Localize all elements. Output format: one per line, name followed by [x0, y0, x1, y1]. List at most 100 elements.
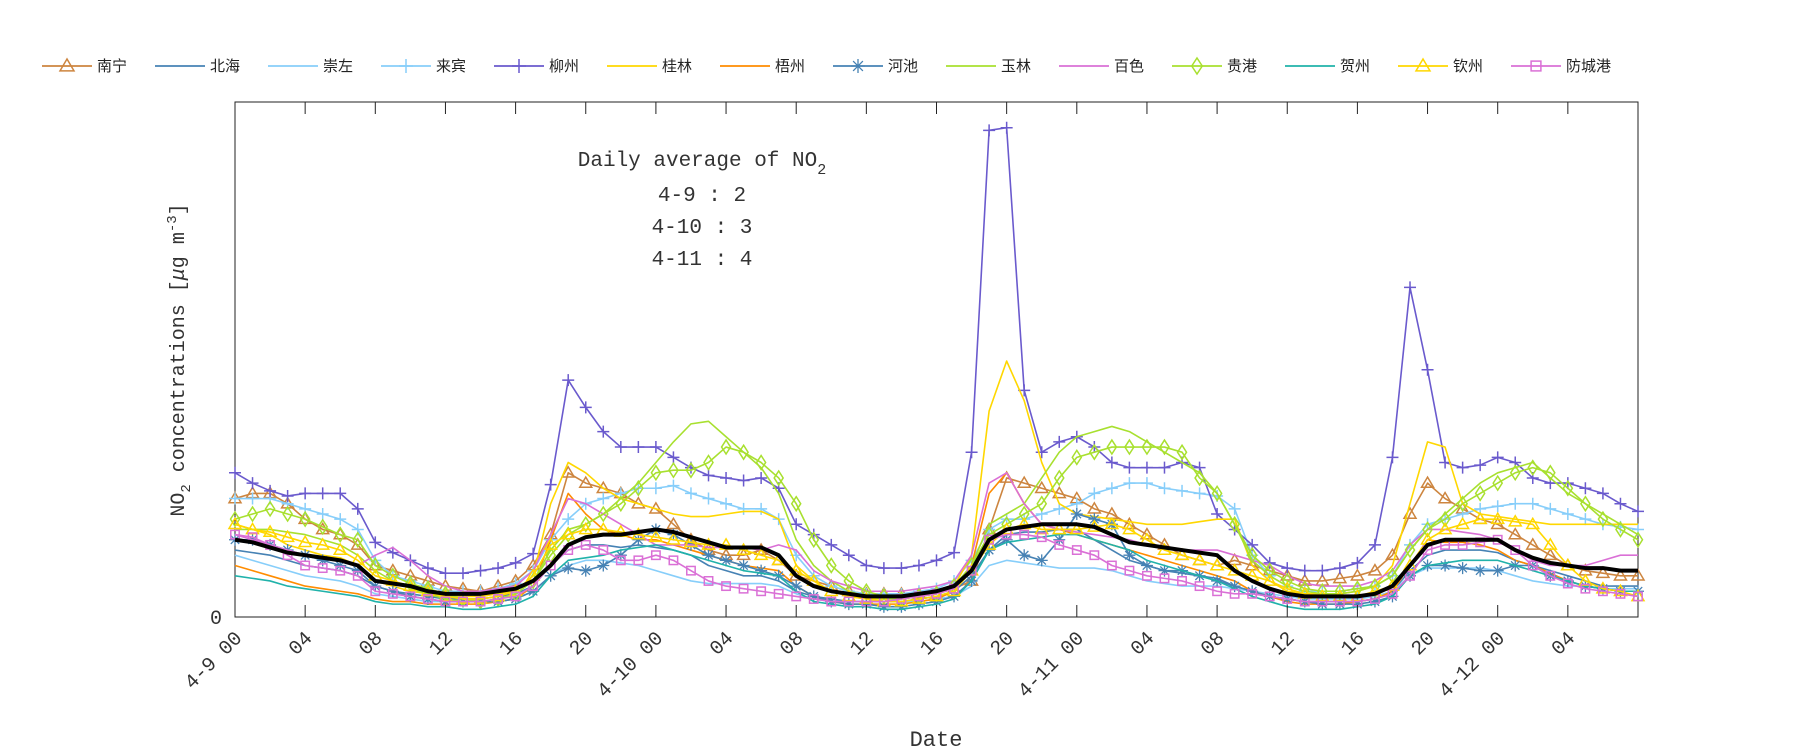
diamond-marker [1422, 521, 1433, 538]
asterisk-marker [842, 598, 855, 611]
diamond-marker [1036, 495, 1048, 513]
triangle-marker [1613, 568, 1628, 581]
square-marker [458, 596, 468, 607]
legend-label: 防城港 [1566, 57, 1611, 75]
x-tick-label: 12 [846, 628, 879, 661]
triangle-marker [578, 475, 594, 489]
plus-marker [614, 441, 627, 454]
plus-marker [790, 518, 803, 531]
asterisk-marker [877, 600, 890, 613]
plus-marker [1140, 461, 1153, 474]
legend-item: 防城港 [1511, 57, 1611, 75]
diamond-marker [668, 461, 679, 479]
triangle-marker [1437, 521, 1453, 535]
plus-marker [562, 513, 575, 526]
triangle-marker [1525, 537, 1541, 550]
plus-marker [1491, 451, 1504, 464]
diamond-marker [878, 588, 890, 605]
diamond-marker [1492, 474, 1504, 492]
square-marker [1615, 588, 1626, 599]
plus-marker [509, 556, 522, 569]
diamond-marker [282, 505, 294, 523]
plus-marker [702, 469, 715, 482]
plus-marker [825, 538, 838, 551]
plus-marker [1632, 505, 1644, 518]
legend-item: 来宾 [381, 57, 466, 75]
x-tick-label: 16 [1337, 628, 1370, 661]
plus-marker [1088, 487, 1101, 500]
plus-marker [877, 562, 890, 575]
triangle-marker [1122, 516, 1137, 530]
square-marker [1177, 576, 1187, 586]
diamond-marker [1176, 443, 1188, 461]
diamond-marker [1632, 531, 1644, 549]
triangle-marker [1016, 475, 1032, 489]
plus-marker [334, 513, 347, 526]
asterisk-marker [851, 59, 865, 73]
asterisk-marker [632, 533, 645, 546]
plus-marker [299, 487, 312, 500]
square-marker [1142, 570, 1152, 581]
plus-marker [1368, 538, 1381, 551]
asterisk-marker [509, 592, 522, 605]
diamond-marker [1190, 56, 1204, 76]
legend-item: 南宁 [42, 57, 127, 75]
legend-label: 梧州 [775, 57, 805, 75]
diamond-marker [1597, 510, 1609, 528]
asterisk-marker [1088, 513, 1101, 526]
triangle-marker [1437, 491, 1453, 504]
diamond-marker [1562, 479, 1574, 497]
square-marker [335, 565, 346, 576]
square-marker [317, 563, 328, 574]
plus-marker [720, 471, 733, 484]
plus-marker [930, 554, 943, 567]
asterisk-marker [562, 562, 575, 575]
diamond-marker [1527, 459, 1539, 477]
diamond-marker [773, 469, 785, 487]
diamond-marker [1071, 448, 1083, 466]
plus-marker [597, 425, 610, 438]
x-tick-label: 4-11 00 [1014, 628, 1090, 704]
diamond-marker [352, 531, 364, 549]
legend-label: 南宁 [97, 57, 127, 75]
plus-marker [1421, 363, 1434, 376]
diamond-marker [264, 500, 276, 518]
triangle-marker [1455, 516, 1470, 530]
square-marker [1036, 532, 1047, 543]
plus-marker [1579, 482, 1592, 495]
triangle-marker [1051, 485, 1067, 499]
square-marker [984, 534, 995, 545]
triangle-marker [1367, 563, 1383, 576]
asterisk-marker [755, 564, 768, 577]
diamond-marker [247, 505, 258, 523]
plus-marker [369, 536, 382, 549]
x-tick-label: 4-9 00 [181, 628, 248, 695]
plus-marker [632, 441, 645, 454]
x-tick-label: 08 [776, 628, 809, 661]
plus-marker [474, 564, 487, 577]
plus-marker [1123, 477, 1136, 490]
triangle-marker [1069, 521, 1085, 535]
asterisk-marker [1491, 564, 1504, 577]
square-marker [1527, 560, 1538, 571]
triangle-marker [1414, 57, 1432, 72]
legend-item: 贺州 [1285, 57, 1370, 75]
plus-marker [1474, 459, 1487, 472]
plus-marker [264, 484, 277, 497]
triangle-marker [262, 524, 278, 537]
legend-label: 百色 [1114, 57, 1144, 75]
square-marker [475, 596, 486, 607]
legend-item: 梧州 [720, 57, 805, 75]
plus-marker [983, 124, 996, 137]
square-marker [580, 539, 591, 550]
triangle-marker [315, 537, 330, 550]
plus-marker [1351, 556, 1364, 569]
asterisk-marker [1018, 549, 1031, 562]
triangle-marker [683, 534, 699, 548]
diamond-marker [580, 515, 592, 533]
plus-marker [1105, 456, 1118, 469]
plus-marker [1176, 484, 1189, 497]
plus-marker [965, 446, 978, 459]
square-marker [1019, 529, 1030, 540]
